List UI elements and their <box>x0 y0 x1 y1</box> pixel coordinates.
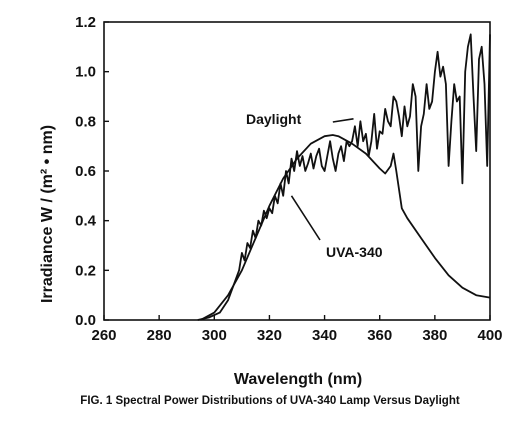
x-tick-label: 360 <box>367 327 392 344</box>
y-tick-label: 1.2 <box>75 14 96 31</box>
x-tick-label: 280 <box>147 327 172 344</box>
x-tick-label: 320 <box>257 327 282 344</box>
x-tick-label: 400 <box>477 327 502 344</box>
annotation-pointers <box>290 118 354 241</box>
annotation-uva-340: UVA-340 <box>326 244 383 260</box>
x-tick-label: 300 <box>202 327 227 344</box>
y-tick-label: 0.8 <box>75 113 96 130</box>
x-tick-label: 260 <box>91 327 116 344</box>
y-axis-label: Irradiance W / (m² • nm) <box>39 125 56 303</box>
series-line-daylight <box>197 33 491 321</box>
plot-frame <box>103 21 491 321</box>
plot-border <box>103 21 491 321</box>
x-axis-label: Wavelength (nm) <box>234 371 362 388</box>
y-tick-label: 0.2 <box>75 262 96 279</box>
y-tick-label: 0.0 <box>75 312 96 329</box>
series-layer <box>197 33 491 321</box>
series-line-uva-340 <box>200 134 491 321</box>
x-tick-label: 340 <box>312 327 337 344</box>
ticks-layer: 260 280 300 320 340 360 380 400 0.0 0.2 0.4 0.6 0.8 1… <box>75 14 502 344</box>
y-tick-label: 0.6 <box>75 163 96 180</box>
annotation-daylight: Daylight <box>246 111 302 127</box>
y-tick-label: 1.0 <box>75 64 96 81</box>
figure-caption: FIG. 1 Spectral Power Distributions of U… <box>80 395 460 407</box>
uva-340-pointer <box>290 195 321 241</box>
x-tick-label: 380 <box>422 327 447 344</box>
daylight-pointer <box>332 118 354 123</box>
y-tick-label: 0.4 <box>75 213 97 230</box>
